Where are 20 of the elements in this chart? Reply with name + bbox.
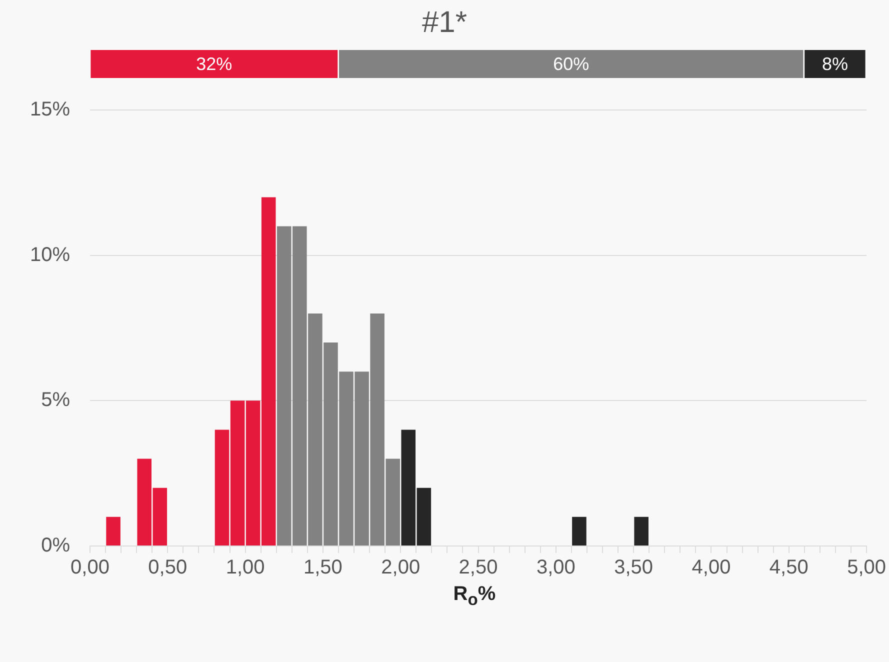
x-tick-label: 1,50 [303, 556, 342, 579]
x-tick-label: 4,50 [769, 556, 808, 579]
y-tick-label: 10% [30, 244, 70, 266]
x-tick-label: 0,50 [148, 556, 188, 579]
y-tick-label: 15% [30, 98, 70, 121]
x-tick-label: 2,50 [458, 556, 498, 579]
y-tick-label: 0% [41, 534, 70, 557]
data-label: 60% [553, 54, 590, 74]
chart-title: #1* [420, 5, 468, 41]
x-tick-label: 2,00 [381, 556, 420, 579]
x-tick-label: 3,50 [614, 556, 654, 579]
x-tick-label: 3,00 [536, 556, 576, 579]
x-tick-label: 5,00 [847, 556, 886, 579]
x-tick-label: 1,00 [226, 556, 265, 579]
x-axis-title: R$_{o}$% [452, 583, 497, 610]
data-label: 8% [822, 54, 848, 74]
data-label: 32% [196, 54, 232, 74]
x-tick-label: 0,00 [70, 556, 110, 579]
x-tick-label: 4,00 [692, 556, 731, 579]
y-tick-label: 5% [41, 389, 70, 412]
